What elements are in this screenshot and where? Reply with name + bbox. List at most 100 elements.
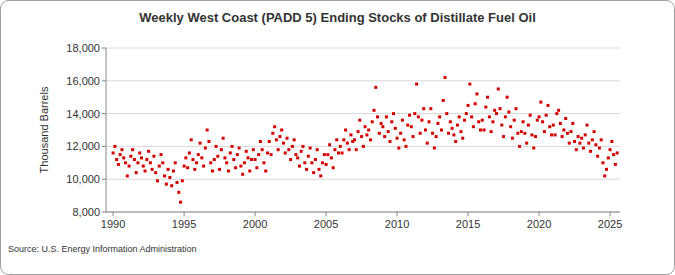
y-tick — [102, 80, 106, 81]
data-point — [211, 170, 214, 173]
data-point — [374, 86, 377, 89]
data-point — [472, 125, 475, 128]
data-point — [332, 166, 335, 169]
data-point — [587, 142, 590, 145]
data-point — [459, 130, 462, 133]
data-point — [314, 158, 317, 161]
data-point — [149, 161, 152, 164]
x-axis — [106, 212, 620, 213]
data-point — [429, 107, 432, 110]
data-point — [390, 120, 393, 123]
data-point — [435, 135, 438, 138]
x-tick — [326, 212, 327, 216]
data-point — [216, 155, 219, 158]
y-tick — [102, 179, 106, 180]
data-point — [236, 153, 239, 156]
data-point — [303, 161, 306, 164]
data-point — [167, 168, 170, 171]
data-point — [186, 166, 189, 169]
y-axis-label: Thousand Barrels — [38, 86, 50, 173]
data-point — [493, 109, 496, 112]
data-point — [598, 147, 601, 150]
data-point — [112, 151, 115, 154]
data-point — [330, 156, 333, 159]
data-point — [259, 140, 262, 143]
data-point — [261, 148, 264, 151]
data-point — [232, 158, 235, 161]
x-tick-label: 2000 — [243, 218, 267, 230]
data-point — [302, 145, 305, 148]
data-point — [133, 158, 136, 161]
y-tick — [102, 146, 106, 147]
data-point — [593, 130, 596, 133]
data-point — [589, 150, 592, 153]
data-point — [552, 124, 555, 127]
data-point — [614, 163, 617, 166]
data-point — [321, 161, 324, 164]
data-point — [160, 153, 163, 156]
data-point — [431, 132, 434, 135]
y-tick — [102, 212, 106, 213]
data-point — [451, 127, 454, 130]
data-point — [250, 158, 253, 161]
data-point — [465, 112, 468, 115]
data-point — [190, 138, 193, 141]
data-point — [488, 115, 491, 118]
data-point — [525, 142, 528, 145]
data-point — [449, 120, 452, 123]
data-point — [188, 151, 191, 154]
grid-line — [106, 146, 620, 147]
data-point — [202, 165, 205, 168]
data-point — [174, 161, 177, 164]
data-point — [507, 110, 510, 113]
data-point — [286, 137, 289, 140]
data-point — [241, 173, 244, 176]
grid-line — [106, 113, 620, 114]
data-point — [231, 145, 234, 148]
data-point — [536, 119, 539, 122]
data-point — [468, 83, 471, 86]
data-point — [364, 125, 367, 128]
data-point — [341, 151, 344, 154]
chart-svg: Weekly West Coast (PADD 5) Ending Stocks… — [0, 0, 675, 275]
data-point — [294, 153, 297, 156]
data-point — [181, 179, 184, 182]
data-point — [342, 138, 345, 141]
data-point — [456, 124, 459, 127]
data-point — [158, 165, 161, 168]
data-point — [388, 140, 391, 143]
data-point — [461, 137, 464, 140]
data-point — [467, 104, 470, 107]
data-point — [545, 114, 548, 117]
data-point — [513, 119, 516, 122]
data-point — [481, 119, 484, 122]
data-point — [584, 133, 587, 136]
data-point — [266, 151, 269, 154]
data-point — [605, 168, 608, 171]
data-point — [358, 119, 361, 122]
data-point — [271, 132, 274, 135]
data-point — [394, 127, 397, 130]
data-point — [206, 129, 209, 132]
data-point — [298, 165, 301, 168]
data-point — [415, 83, 418, 86]
data-point — [532, 147, 535, 150]
x-tick-label: 2015 — [456, 218, 480, 230]
data-point — [165, 183, 168, 186]
data-point — [245, 150, 248, 153]
data-point — [527, 124, 530, 127]
data-point — [506, 96, 509, 99]
data-point — [371, 120, 374, 123]
y-tick-label: 8,000 — [72, 206, 100, 218]
data-point — [131, 148, 134, 151]
data-point — [248, 170, 251, 173]
data-point — [339, 145, 342, 148]
data-point — [310, 161, 313, 164]
data-point — [447, 132, 450, 135]
data-point — [559, 122, 562, 125]
data-point — [129, 155, 132, 158]
data-point — [491, 120, 494, 123]
y-tick-label: 10,000 — [66, 173, 100, 185]
data-point — [458, 115, 461, 118]
data-point — [502, 135, 505, 138]
